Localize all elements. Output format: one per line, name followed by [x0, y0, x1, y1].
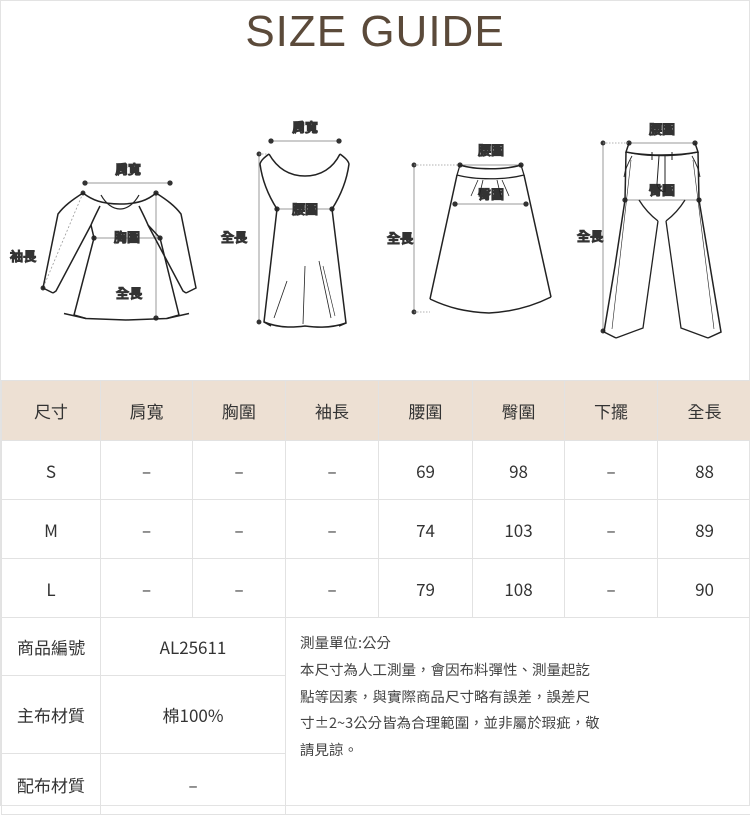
svg-text:全長: 全長 — [387, 228, 413, 247]
svg-text:全長: 全長 — [221, 227, 247, 246]
svg-text:全長: 全長 — [577, 226, 603, 245]
svg-text:胸圍: 胸圍 — [114, 227, 140, 246]
svg-text:腰圍: 腰圍 — [478, 140, 504, 159]
svg-text:臀圍: 臀圍 — [649, 180, 675, 199]
svg-text:腰圍: 腰圍 — [292, 199, 318, 218]
svg-text:肩寬: 肩寬 — [115, 159, 141, 178]
svg-text:全長: 全長 — [116, 283, 142, 302]
svg-text:肩寬: 肩寬 — [292, 117, 318, 136]
svg-text:袖長: 袖長 — [10, 246, 36, 265]
svg-text:腰圍: 腰圍 — [649, 119, 675, 138]
